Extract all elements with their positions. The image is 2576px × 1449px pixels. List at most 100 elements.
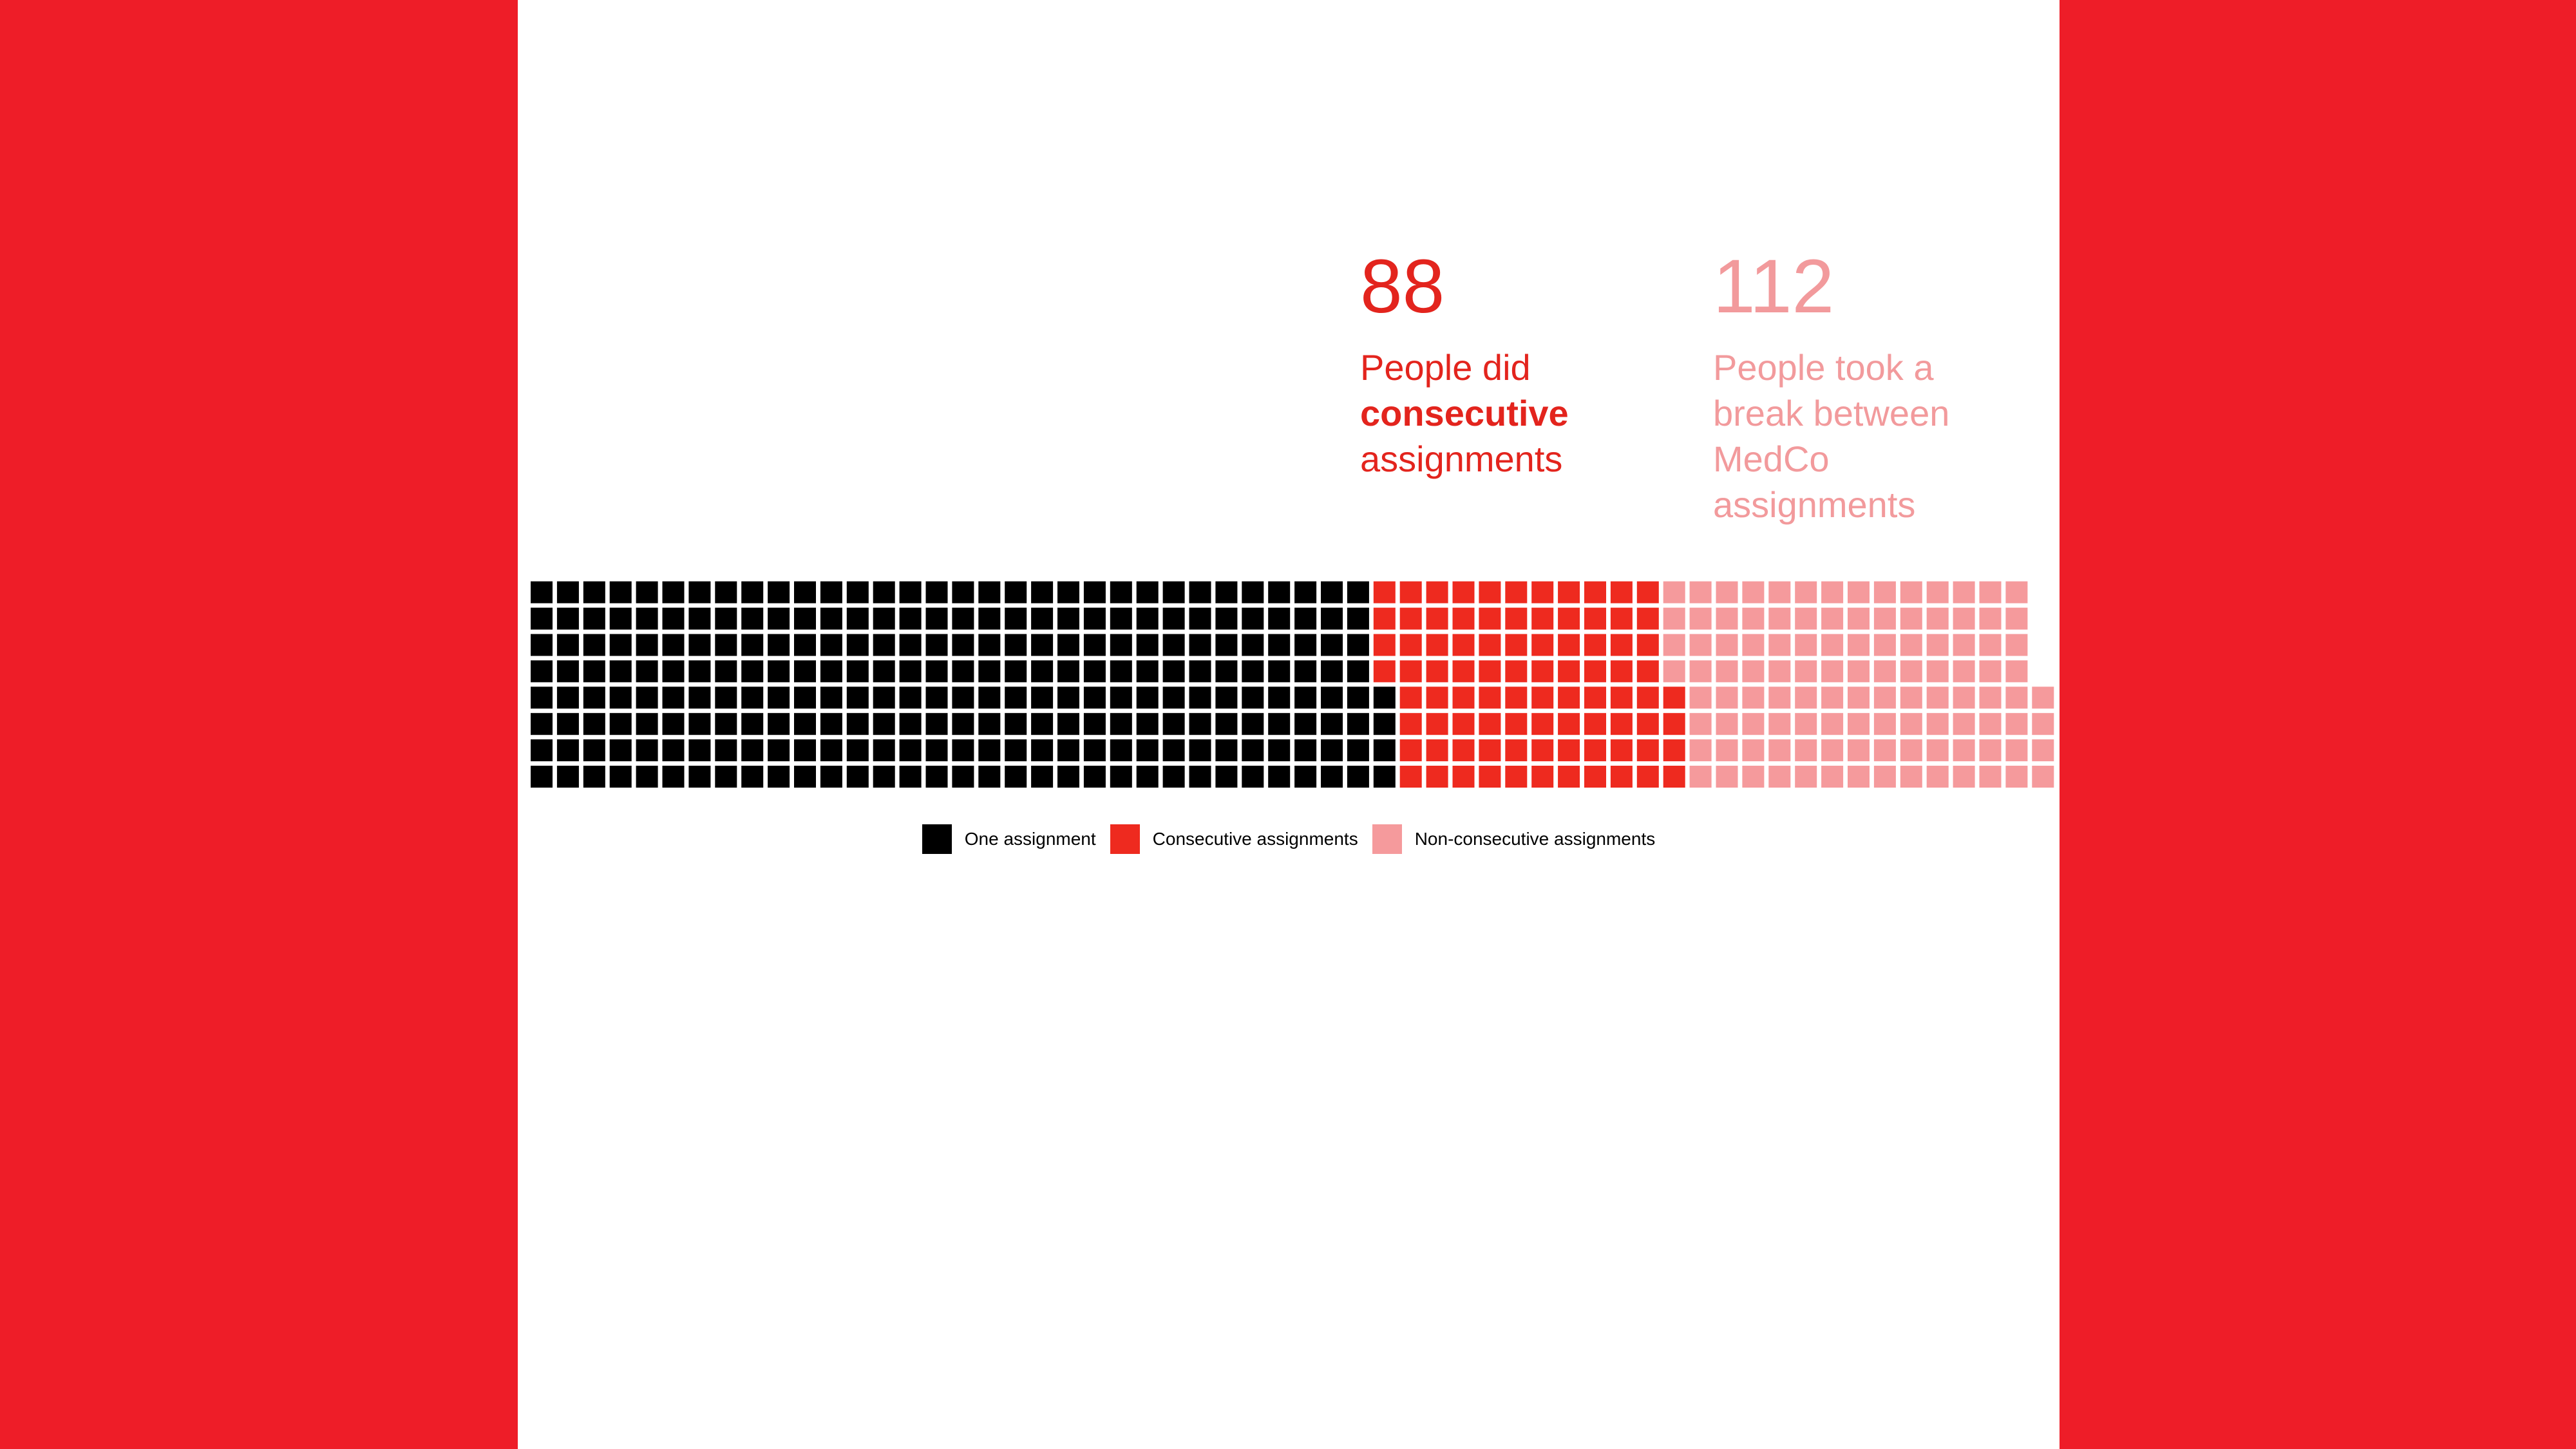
waffle-cell-non-consecutive <box>1742 687 1765 709</box>
waffle-cell-non-consecutive <box>1689 766 1712 788</box>
waffle-cell-consecutive <box>1426 581 1448 603</box>
waffle-cell-non-consecutive <box>1900 660 1922 683</box>
waffle-cell-consecutive <box>1452 713 1475 735</box>
waffle-cell-one-assignment <box>1268 581 1291 603</box>
waffle-cell-one-assignment <box>1294 634 1317 656</box>
waffle-cell-one-assignment <box>609 687 632 709</box>
waffle-cell-consecutive <box>1452 607 1475 630</box>
waffle-cell-consecutive <box>1399 634 1422 656</box>
waffle-cell-one-assignment <box>531 766 553 788</box>
waffle-cell-consecutive <box>1399 581 1422 603</box>
waffle-cell-one-assignment <box>1268 634 1291 656</box>
waffle-cell-one-assignment <box>1189 766 1211 788</box>
waffle-cell-one-assignment <box>583 607 605 630</box>
waffle-cell-consecutive <box>1558 687 1580 709</box>
waffle-cell-one-assignment <box>1031 607 1054 630</box>
waffle-cell-non-consecutive <box>1900 766 1922 788</box>
waffle-cell-one-assignment <box>768 766 790 788</box>
waffle-cell-one-assignment <box>1136 660 1159 683</box>
waffle-cell-non-consecutive <box>1689 607 1712 630</box>
waffle-cell-consecutive <box>1505 581 1528 603</box>
waffle-cell-one-assignment <box>794 607 816 630</box>
waffle-cell-one-assignment <box>1242 766 1264 788</box>
waffle-cell-one-assignment <box>873 687 895 709</box>
waffle-cell-one-assignment <box>1215 713 1238 735</box>
waffle-cell-one-assignment <box>1110 607 1132 630</box>
waffle-cell-one-assignment <box>768 607 790 630</box>
waffle-cell-non-consecutive <box>1795 687 1817 709</box>
waffle-cell-one-assignment <box>1321 739 1343 762</box>
waffle-cell-non-consecutive <box>1768 660 1791 683</box>
waffle-cell-consecutive <box>1663 739 1685 762</box>
waffle-cell-one-assignment <box>768 687 790 709</box>
legend-swatch-non-consecutive <box>1372 824 1402 854</box>
waffle-cell-non-consecutive <box>1848 739 1870 762</box>
waffle-cell-one-assignment <box>1031 713 1054 735</box>
waffle-cell-non-consecutive <box>1742 660 1765 683</box>
waffle-cell-one-assignment <box>1110 687 1132 709</box>
legend-label-one-assignment: One assignment <box>964 829 1096 849</box>
waffle-cell-one-assignment <box>846 607 869 630</box>
waffle-cell-one-assignment <box>636 581 658 603</box>
waffle-cell-non-consecutive <box>2005 687 2028 709</box>
waffle-cell-non-consecutive <box>2032 687 2054 709</box>
waffle-cell-one-assignment <box>768 581 790 603</box>
waffle-cell-one-assignment <box>715 766 737 788</box>
waffle-cell-one-assignment <box>925 713 948 735</box>
waffle-cell-one-assignment <box>1347 660 1369 683</box>
waffle-cell-one-assignment <box>1347 687 1369 709</box>
waffle-cell-one-assignment <box>688 660 711 683</box>
waffle-cell-one-assignment <box>794 660 816 683</box>
waffle-cell-one-assignment <box>1162 581 1185 603</box>
waffle-cell-non-consecutive <box>2005 581 2028 603</box>
waffle-cell-one-assignment <box>1031 687 1054 709</box>
waffle-cell-one-assignment <box>609 607 632 630</box>
waffle-cell-one-assignment <box>556 581 579 603</box>
waffle-cell-one-assignment <box>794 634 816 656</box>
waffle-cell-non-consecutive <box>1742 739 1765 762</box>
waffle-cell-one-assignment <box>1057 766 1079 788</box>
waffle-cell-consecutive <box>1479 660 1501 683</box>
waffle-cell-non-consecutive <box>1716 581 1738 603</box>
waffle-cell-one-assignment <box>1110 766 1132 788</box>
waffle-cell-non-consecutive <box>1663 660 1685 683</box>
waffle-cell-one-assignment <box>1057 687 1079 709</box>
waffle-cell-non-consecutive <box>1795 766 1817 788</box>
waffle-cell-one-assignment <box>925 739 948 762</box>
waffle-cell-one-assignment <box>1110 581 1132 603</box>
waffle-cell-non-consecutive <box>1848 713 1870 735</box>
waffle-cell-non-consecutive <box>1768 581 1791 603</box>
waffle-cell-one-assignment <box>1057 634 1079 656</box>
waffle-cell-one-assignment <box>820 634 842 656</box>
waffle-cell-consecutive <box>1610 634 1633 656</box>
waffle-cell-non-consecutive <box>2005 713 2028 735</box>
waffle-cell-one-assignment <box>715 687 737 709</box>
waffle-cell-one-assignment <box>609 739 632 762</box>
waffle-cell-non-consecutive <box>1873 634 1896 656</box>
waffle-cell-one-assignment <box>978 766 1001 788</box>
waffle-cell-one-assignment <box>741 634 764 656</box>
waffle-cell-non-consecutive <box>2005 607 2028 630</box>
waffle-cell-one-assignment <box>636 713 658 735</box>
waffle-cell-consecutive <box>1636 687 1659 709</box>
waffle-cell-one-assignment <box>1268 687 1291 709</box>
waffle-cell-one-assignment <box>1057 713 1079 735</box>
waffle-cell-consecutive <box>1373 660 1396 683</box>
waffle-cell-one-assignment <box>1057 739 1079 762</box>
waffle-cell-one-assignment <box>952 687 974 709</box>
waffle-cell-one-assignment <box>1294 739 1317 762</box>
waffle-cell-non-consecutive <box>1821 634 1844 656</box>
waffle-cell-one-assignment <box>662 766 685 788</box>
waffle-cell-non-consecutive <box>1716 660 1738 683</box>
waffle-cell-consecutive <box>1531 739 1554 762</box>
waffle-cell-non-consecutive <box>1900 634 1922 656</box>
waffle-cell-non-consecutive <box>1953 660 1975 683</box>
waffle-cell-non-consecutive <box>1926 713 1949 735</box>
waffle-cell-one-assignment <box>846 713 869 735</box>
waffle-cell-one-assignment <box>715 660 737 683</box>
waffle-cell-non-consecutive <box>2032 739 2054 762</box>
waffle-cell-consecutive <box>1426 713 1448 735</box>
break-count: 112 <box>1713 244 1835 329</box>
waffle-cell-one-assignment <box>846 739 869 762</box>
waffle-cell-one-assignment <box>1321 687 1343 709</box>
